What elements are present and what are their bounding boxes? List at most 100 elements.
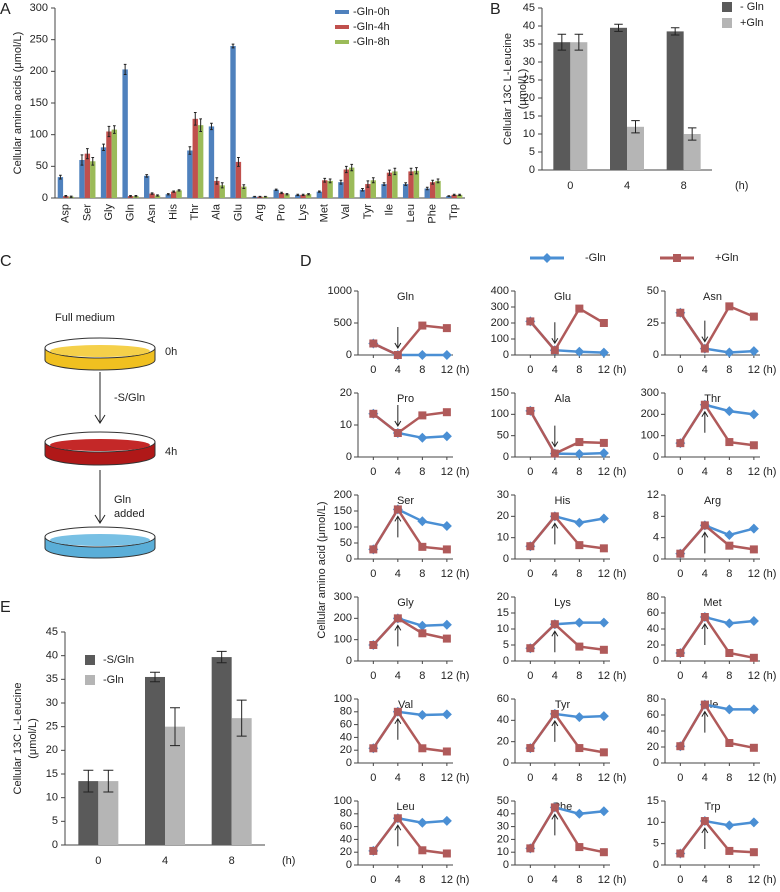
bar	[192, 118, 198, 198]
bar	[338, 182, 344, 198]
marker	[418, 846, 427, 855]
y-tick-label: 0	[653, 655, 659, 667]
x-tick-label: 12	[598, 874, 610, 886]
y-tick-label: 100	[30, 129, 48, 141]
y-tick-label: 500	[334, 317, 352, 329]
x-tick-label: 12	[748, 466, 760, 478]
y-axis-label: Cellular 13C L-Leucine	[12, 683, 24, 795]
x-tick-label: 8	[726, 772, 732, 784]
marker	[441, 350, 452, 360]
y-tick-label: 100	[334, 795, 352, 807]
marker	[418, 629, 427, 638]
legend-swatch	[85, 675, 95, 685]
bar	[451, 194, 457, 198]
marker	[725, 438, 734, 447]
marker	[676, 649, 685, 657]
marker	[748, 523, 759, 534]
bar	[365, 184, 371, 198]
x-tick-label: 8	[726, 568, 732, 580]
marker	[441, 815, 452, 826]
x-unit: (h)	[456, 466, 469, 478]
x-tick-label: 12	[748, 364, 760, 376]
x-tick-label: Thr	[189, 204, 201, 221]
x-tick-label: Gly	[103, 204, 115, 221]
bar	[370, 180, 376, 198]
subplot-title: Tyr	[555, 699, 571, 711]
marker	[550, 803, 559, 812]
x-tick-label: 8	[576, 670, 582, 682]
y-tick-label: 50	[647, 285, 659, 297]
y-tick-label: 100	[641, 430, 659, 442]
subplot-title: Lys	[554, 597, 571, 609]
x-tick-label: 12	[441, 466, 453, 478]
x-tick-label: 0	[677, 466, 683, 478]
error-bar	[242, 184, 246, 189]
y-tick-label: 4	[653, 532, 659, 544]
marker	[393, 614, 402, 623]
series-line	[679, 702, 755, 750]
x-tick-label: 12	[598, 568, 610, 580]
x-unit: (h)	[763, 874, 776, 886]
panel-label: B	[490, 1, 501, 18]
subplot-title: His	[555, 495, 571, 507]
y-tick-label: 0	[653, 349, 659, 361]
x-tick-label: 0	[370, 364, 376, 376]
y-tick-label: 10	[497, 846, 509, 858]
arrow	[701, 623, 709, 645]
y-tick-label: 5	[52, 815, 58, 827]
y-tick-label: 300	[334, 591, 352, 603]
x-tick-label: 4	[702, 466, 708, 478]
x-unit: (h)	[763, 466, 776, 478]
x-tick-label: 4	[552, 364, 558, 376]
x-tick-label: 4	[395, 874, 401, 886]
arrow	[394, 327, 402, 349]
arrow	[551, 425, 559, 448]
error-bar	[431, 179, 434, 185]
series-line	[529, 711, 605, 754]
bar	[145, 676, 165, 845]
series-line	[372, 816, 448, 855]
x-unit: (h)	[613, 874, 626, 886]
error-bar	[145, 174, 149, 178]
marker	[393, 351, 402, 359]
error-bar	[425, 186, 429, 191]
marker	[676, 439, 685, 448]
y-tick-label: 60	[647, 709, 659, 721]
y-tick-label: 20	[340, 846, 352, 858]
y-tick-label: 5	[503, 639, 509, 651]
x-tick-label: 4	[552, 670, 558, 682]
series-line	[679, 523, 755, 555]
x-tick-label: Asn	[146, 204, 158, 223]
arrow	[701, 320, 709, 343]
error-bar	[296, 193, 300, 196]
marker	[575, 744, 584, 753]
bar	[235, 161, 242, 198]
marker	[598, 617, 609, 628]
y-tick-label: 0	[653, 757, 659, 769]
x-tick-label: 4	[162, 855, 168, 867]
x-tick-label: 8	[726, 874, 732, 886]
y-tick-label: 0	[503, 349, 509, 361]
y-tick-label: 0	[346, 859, 352, 871]
bar	[154, 195, 161, 198]
error-bar	[366, 180, 370, 188]
bar	[683, 134, 701, 170]
series-line	[529, 514, 605, 550]
error-bar	[264, 195, 267, 198]
error-bar	[344, 165, 348, 174]
x-tick-label: 0	[527, 568, 533, 580]
x-tick-label: Leu	[405, 204, 417, 222]
y-tick-label: 10	[523, 128, 535, 140]
y-tick-label: 0	[503, 553, 509, 565]
bar	[402, 184, 409, 198]
bar	[208, 126, 215, 198]
bar	[231, 718, 252, 845]
error-bar	[258, 195, 262, 198]
y-tick-label: 10	[497, 623, 509, 635]
y-tick-label: 20	[340, 387, 352, 399]
x-unit: (h)	[456, 670, 469, 682]
marker	[700, 817, 709, 826]
y-tick-label: 20	[340, 744, 352, 756]
arrow	[701, 531, 709, 554]
error-bar	[86, 148, 89, 160]
